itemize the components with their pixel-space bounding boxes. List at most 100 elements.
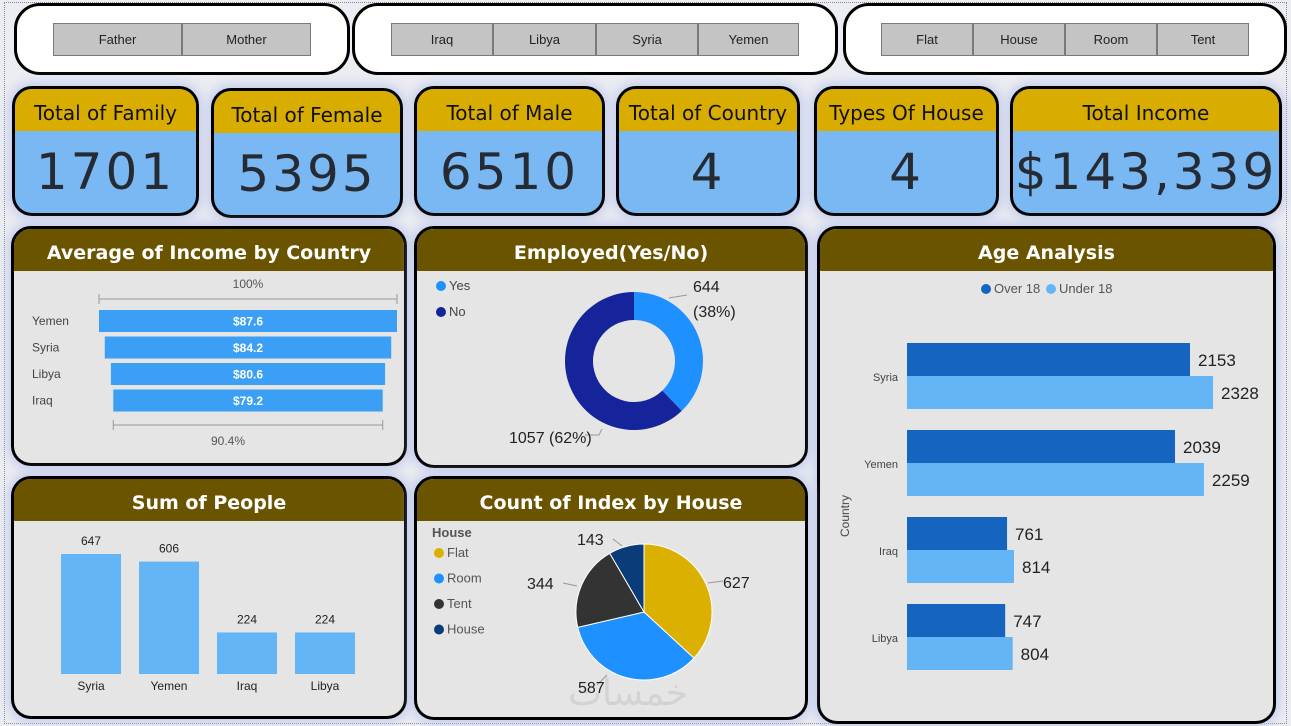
funnel-bar xyxy=(104,336,392,359)
bar-data-label: $87.6 xyxy=(233,315,263,329)
age-bar xyxy=(907,376,1213,409)
slicer-option-flat[interactable]: Flat xyxy=(881,22,973,56)
bar-data-label: 2259 xyxy=(1212,471,1250,490)
kpi-total-income: Total Income $143,339 xyxy=(1010,86,1282,216)
legend-label: Room xyxy=(447,571,482,586)
age-analysis-panel: Age Analysis Over 18 Under 18 Country Syria… xyxy=(817,226,1276,724)
bar-data-label: 224 xyxy=(315,612,335,626)
kpi-value: 1701 xyxy=(35,143,176,201)
legend-label: Tent xyxy=(447,596,472,611)
slicer-option-libya[interactable]: Libya xyxy=(493,22,596,56)
pie-slice xyxy=(575,552,645,628)
slicer-option-syria[interactable]: Syria xyxy=(596,22,698,56)
age-bar xyxy=(907,343,1190,376)
age-bar xyxy=(907,430,1176,463)
slicer-option-father[interactable]: Father xyxy=(53,22,182,56)
chart-title: Average of Income by Country xyxy=(14,229,404,271)
people-bar xyxy=(139,561,199,674)
kpi-total-male: Total of Male 6510 xyxy=(414,86,605,216)
kpi-total-female: Total of Female 5395 xyxy=(211,88,403,218)
slice-data-label: 627 xyxy=(723,575,750,592)
y-axis-title: Country xyxy=(838,495,852,537)
slice-data-label: (38%) xyxy=(693,304,736,321)
funnel-bottom-label: 90.4% xyxy=(211,434,245,448)
slicer-option-iraq[interactable]: Iraq xyxy=(391,22,493,56)
category-label: Yemen xyxy=(864,459,898,471)
legend-label: Yes xyxy=(449,278,471,293)
funnel-top-label: 100% xyxy=(233,277,264,291)
slicer-option-room[interactable]: Room xyxy=(1065,22,1157,56)
bar-data-label: 2153 xyxy=(1198,351,1236,370)
legend-label: Flat xyxy=(447,545,469,560)
chart-title: Sum of People xyxy=(14,479,404,521)
leader-line xyxy=(612,538,623,547)
people-bar xyxy=(217,632,277,674)
donut-slice xyxy=(565,292,682,430)
kpi-label: Types Of House xyxy=(817,89,996,131)
employed-panel: Employed(Yes/No) Yes No 644 (38%) 1057 (62%) xyxy=(414,226,808,468)
category-label: Yemen xyxy=(32,314,69,328)
legend-label: No xyxy=(449,304,466,319)
people-bar xyxy=(61,554,121,674)
kpi-label: Total Income xyxy=(1013,89,1279,131)
slice-data-label: 1057 (62%) xyxy=(509,430,592,447)
legend-marker xyxy=(436,281,446,291)
kpi-label: Total of Male xyxy=(417,89,602,131)
category-label: Libya xyxy=(32,367,61,381)
legend-marker xyxy=(434,573,444,584)
slice-data-label: 587 xyxy=(578,680,605,697)
slice-data-label: 143 xyxy=(577,532,604,549)
category-label: Iraq xyxy=(237,679,258,693)
kpi-types-of-house: Types Of House 4 xyxy=(814,86,999,216)
bar-data-label: 814 xyxy=(1022,558,1050,577)
kpi-total-country: Total of Country 4 xyxy=(616,86,800,216)
legend-title: House xyxy=(432,525,472,540)
legend-marker xyxy=(434,548,444,558)
age-bar xyxy=(907,604,1006,637)
bar-data-label: $79.2 xyxy=(233,394,263,408)
chart-title: Age Analysis xyxy=(820,229,1273,271)
bar-data-label: 761 xyxy=(1015,525,1043,544)
house-count-panel: Count of Index by House House Flat Room Ten… xyxy=(414,476,808,720)
bar-data-label: 606 xyxy=(159,542,179,556)
legend-label: Under 18 xyxy=(1059,281,1112,296)
leader-line xyxy=(562,582,578,587)
slicer-option-tent[interactable]: Tent xyxy=(1157,22,1249,56)
category-label: Yemen xyxy=(151,679,188,693)
house-slicer: Flat House Room Tent xyxy=(843,3,1287,75)
category-label: Libya xyxy=(872,633,899,645)
kpi-value: 4 xyxy=(690,143,726,201)
bar-data-label: $80.6 xyxy=(233,368,263,382)
bar-data-label: 2328 xyxy=(1221,384,1259,403)
kpi-total-family: Total of Family 1701 xyxy=(12,86,199,216)
slicer-option-house[interactable]: House xyxy=(973,22,1065,56)
bar-data-label: 804 xyxy=(1021,645,1049,664)
age-bar xyxy=(907,517,1008,550)
slicer-option-yemen[interactable]: Yemen xyxy=(698,22,799,56)
category-label: Libya xyxy=(311,679,340,693)
pie-slice xyxy=(609,543,645,614)
relation-slicer: Father Mother xyxy=(14,3,350,75)
kpi-value: 5395 xyxy=(237,145,377,203)
leader-line xyxy=(585,428,603,436)
funnel-bar xyxy=(99,310,397,332)
pie-slice xyxy=(643,543,713,659)
leader-line xyxy=(596,674,608,686)
country-slicer: Iraq Libya Syria Yemen xyxy=(352,3,838,75)
sum-people-panel: Sum of People 647 Syria 606 Yemen 224 Iraq 224… xyxy=(11,476,407,719)
age-bar xyxy=(907,550,1014,583)
bar-data-label: 2039 xyxy=(1183,438,1221,457)
category-label: Syria xyxy=(873,372,899,384)
legend-label: House xyxy=(447,622,485,637)
category-label: Syria xyxy=(77,679,105,693)
kpi-label: Total of Family xyxy=(15,89,196,131)
donut-slice xyxy=(634,292,703,411)
chart-title: Employed(Yes/No) xyxy=(417,229,805,271)
kpi-label: Total of Country xyxy=(619,89,797,131)
kpi-label: Total of Female xyxy=(214,91,400,133)
bar-data-label: 747 xyxy=(1013,612,1041,631)
legend-marker xyxy=(981,284,991,294)
category-label: Iraq xyxy=(32,394,53,408)
leader-line xyxy=(707,580,724,584)
slicer-option-mother[interactable]: Mother xyxy=(182,22,311,56)
